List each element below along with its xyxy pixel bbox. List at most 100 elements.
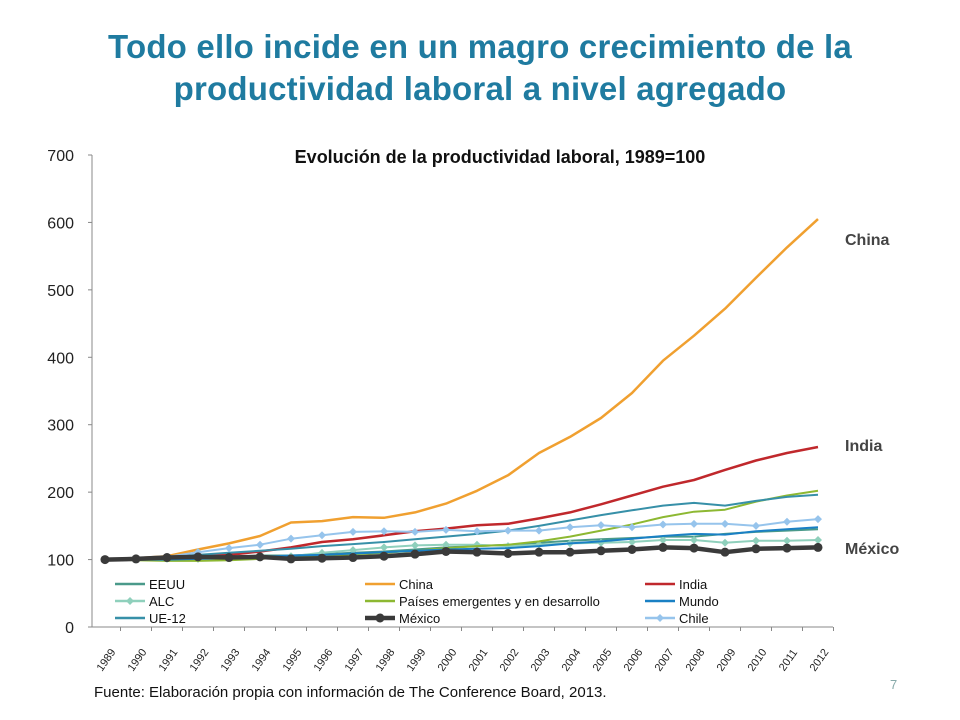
data-point xyxy=(565,547,575,557)
data-point xyxy=(255,552,265,562)
data-point xyxy=(442,540,450,549)
y-tick-label: 0 xyxy=(65,620,74,637)
data-point xyxy=(782,543,792,553)
data-point xyxy=(472,547,482,557)
x-tick-label: 1994 xyxy=(250,647,274,674)
legend-item: Mundo xyxy=(645,594,719,609)
data-point xyxy=(566,523,574,532)
data-point xyxy=(317,553,327,563)
legend-label: ALC xyxy=(149,594,174,609)
x-tick-label: 1992 xyxy=(188,647,212,674)
legend-item: México xyxy=(365,611,440,626)
data-point xyxy=(287,534,295,543)
data-point xyxy=(349,527,357,536)
china-side-label: China xyxy=(845,232,890,249)
x-tick-label: 2004 xyxy=(560,647,584,674)
data-point xyxy=(597,521,605,530)
page-number: 7 xyxy=(890,677,898,692)
x-tick-label: 2010 xyxy=(746,647,770,674)
data-point xyxy=(380,543,388,552)
slide-title: Todo ello incide en un magro crecimiento… xyxy=(108,28,852,107)
x-tick-label: 2008 xyxy=(684,647,708,674)
data-point xyxy=(658,542,668,552)
legend-item: EEUU xyxy=(115,577,185,592)
data-point xyxy=(783,536,791,545)
data-point xyxy=(410,549,420,559)
x-tick-label: 2000 xyxy=(436,647,460,674)
y-tick-label: 100 xyxy=(47,553,74,570)
data-point xyxy=(659,520,667,529)
series-line xyxy=(104,518,819,561)
source-note: Fuente: Elaboración propia con informaci… xyxy=(94,684,607,701)
legend-label: China xyxy=(399,577,434,592)
data-point xyxy=(690,519,698,528)
series-pa-ses-emergentes-y-en-desarrollo xyxy=(104,489,819,562)
y-tick-label: 700 xyxy=(47,148,74,165)
data-point xyxy=(318,531,326,540)
data-point xyxy=(689,543,699,553)
series-m-xico xyxy=(100,542,823,565)
data-point xyxy=(286,554,296,564)
legend-item: Países emergentes y en desarrollo xyxy=(365,594,600,609)
legend-item: Chile xyxy=(645,611,709,626)
x-tick-label: 2003 xyxy=(529,647,553,674)
data-point xyxy=(813,542,823,552)
data-point xyxy=(534,547,544,557)
legend-marker xyxy=(656,614,664,622)
data-point xyxy=(596,546,606,556)
data-point xyxy=(814,515,822,524)
x-tick-label: 2001 xyxy=(467,647,491,674)
data-point xyxy=(628,523,636,532)
legend-label: EEUU xyxy=(149,577,185,592)
series-line xyxy=(104,489,819,562)
chart-legend: EEUU China India ALC Países emergentes y en … xyxy=(115,577,719,626)
data-point xyxy=(720,547,730,557)
data-point xyxy=(752,521,760,530)
legend-item: China xyxy=(365,577,434,592)
x-tick-label: 1999 xyxy=(405,647,429,674)
series-line xyxy=(104,493,819,561)
data-point xyxy=(752,536,760,545)
data-point xyxy=(473,527,481,536)
chart-axes: 0 100 200 300 400 500 600 700 1989 1990 1991 1992 19… xyxy=(47,148,834,674)
data-point xyxy=(442,525,450,534)
data-point xyxy=(380,527,388,536)
data-point xyxy=(503,549,513,559)
x-tick-label: 2012 xyxy=(808,647,832,674)
series-lines xyxy=(100,218,823,565)
data-point xyxy=(441,546,451,556)
x-tick-label: 1990 xyxy=(126,647,150,674)
legend-label: UE-12 xyxy=(149,611,186,626)
data-point xyxy=(814,536,822,545)
legend-label: Países emergentes y en desarrollo xyxy=(399,594,600,609)
series-india xyxy=(104,445,819,561)
legend-label: Chile xyxy=(679,611,709,626)
y-tick-label: 200 xyxy=(47,485,74,502)
data-point xyxy=(131,554,141,564)
x-tick-label: 2005 xyxy=(591,647,615,674)
data-point xyxy=(627,544,637,554)
x-tick-label: 1998 xyxy=(374,647,398,674)
data-point xyxy=(193,552,203,562)
data-point xyxy=(628,538,636,547)
data-point xyxy=(349,546,357,555)
chart-title: Evolución de la productividad laboral, 1… xyxy=(294,147,706,167)
data-point xyxy=(100,555,110,565)
data-point xyxy=(411,541,419,550)
mexico-side-label: México xyxy=(845,541,900,558)
x-tick-label: 1993 xyxy=(219,647,243,674)
data-point xyxy=(224,553,234,563)
legend-item: ALC xyxy=(115,594,174,609)
series-line xyxy=(104,545,819,562)
y-tick-label: 500 xyxy=(47,283,74,300)
data-point xyxy=(348,553,358,563)
data-point xyxy=(504,526,512,535)
data-point xyxy=(535,526,543,535)
x-tick-label: 1989 xyxy=(95,647,119,674)
data-point xyxy=(379,551,389,561)
series-china xyxy=(104,218,819,561)
data-point xyxy=(783,517,791,526)
series-line xyxy=(104,445,819,561)
x-tick-label: 1996 xyxy=(312,647,336,674)
